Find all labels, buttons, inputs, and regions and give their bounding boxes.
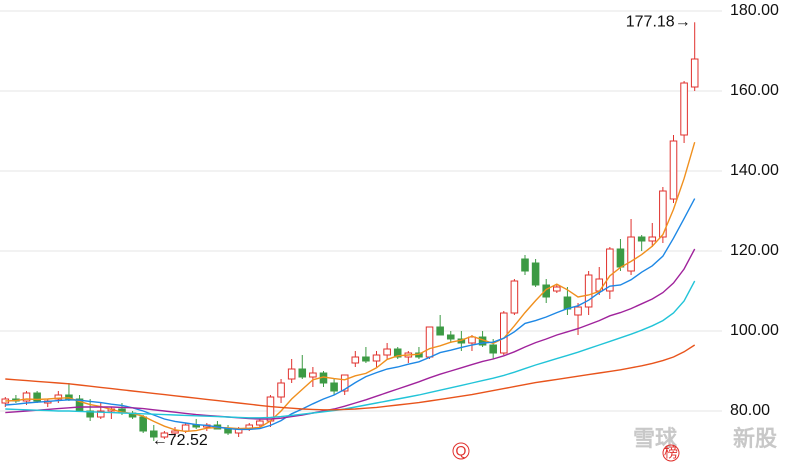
- candle-body: [521, 258, 529, 272]
- max-annotation: 177.18→: [626, 13, 691, 30]
- min-annotation: ←72.52: [152, 432, 208, 449]
- candle-body: [489, 344, 497, 354]
- moving-average-line: [5, 248, 696, 420]
- candle-body: [22, 392, 31, 402]
- candle-body: [340, 374, 349, 392]
- candle-body: [563, 296, 572, 310]
- marker-ring: [452, 442, 470, 460]
- candle-body: [309, 372, 317, 378]
- candle-body: [96, 410, 105, 418]
- candle-body: [669, 140, 678, 200]
- candle-body: [574, 306, 582, 316]
- candle-body: [627, 236, 635, 272]
- candle-body: [616, 248, 625, 268]
- y-tick-label: 180.00: [730, 2, 779, 19]
- watermark: 新股: [733, 426, 777, 451]
- y-tick-label: 120.00: [730, 242, 779, 259]
- y-tick-label: 140.00: [730, 162, 779, 179]
- y-tick-label: 100.00: [730, 322, 779, 339]
- candle-body: [542, 284, 551, 298]
- candle-body: [680, 82, 688, 136]
- candle-body: [436, 326, 444, 336]
- y-tick-label: 160.00: [730, 82, 779, 99]
- candle-body: [425, 326, 434, 358]
- candle-body: [648, 236, 657, 242]
- candle-body: [584, 274, 593, 308]
- candle-body: [287, 368, 296, 380]
- moving-average-line: [5, 198, 696, 431]
- candle-body: [637, 236, 646, 242]
- candle-body: [531, 262, 540, 286]
- candle-body: [351, 356, 360, 364]
- candle-body: [690, 58, 699, 88]
- marker-ring: [662, 444, 680, 462]
- candle-body: [659, 190, 667, 238]
- plot: 80.00 100.00 120.00 140.00 160.00 180.00 177.1…: [0, 2, 779, 449]
- watermark: 雪球: [633, 426, 678, 451]
- candle-body: [553, 286, 561, 292]
- moving-average-line: [5, 142, 696, 433]
- candle-body: [86, 410, 94, 418]
- candle-body: [393, 348, 402, 358]
- candle-body: [362, 356, 370, 362]
- candle-body: [298, 368, 307, 378]
- moving-average-line: [5, 344, 696, 411]
- candle-body: [139, 416, 147, 432]
- candle-body: [330, 382, 338, 392]
- candle-body: [606, 248, 614, 292]
- candle-body: [256, 420, 264, 426]
- candle-body: [510, 280, 519, 314]
- candle-body: [372, 354, 381, 362]
- candle-body: [54, 394, 63, 400]
- candle-body: [65, 394, 73, 400]
- y-tick-label: 80.00: [730, 402, 770, 419]
- candle-body: [224, 428, 232, 434]
- candle-body: [33, 392, 41, 402]
- marker: Q: [456, 443, 467, 459]
- moving-average-line: [5, 280, 696, 419]
- candle-body: [383, 348, 391, 356]
- candle-body: [446, 334, 455, 340]
- candle-body: [181, 424, 190, 432]
- candle-body: [160, 432, 169, 438]
- marker: 榜: [664, 445, 678, 461]
- candle-body: [468, 336, 476, 344]
- candle-body: [277, 382, 285, 398]
- candle-body: [500, 312, 508, 354]
- candle-body: [150, 430, 158, 438]
- candle-body: [171, 430, 179, 434]
